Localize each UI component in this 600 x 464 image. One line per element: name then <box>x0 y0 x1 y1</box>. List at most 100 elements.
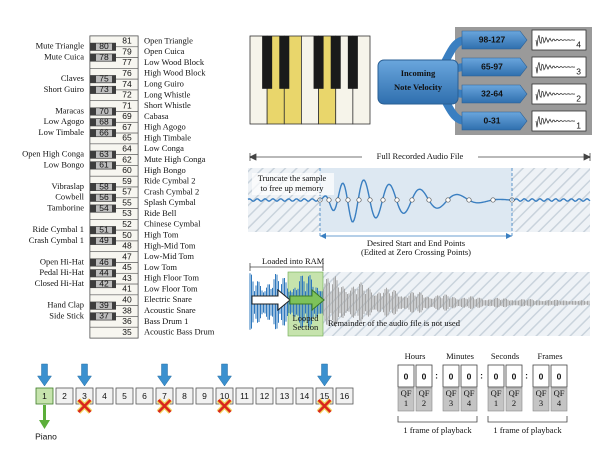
reject-mark <box>217 399 232 413</box>
digit-box <box>550 364 568 388</box>
white-key-number: 64 <box>122 144 132 154</box>
channel-number: 7 <box>162 391 167 401</box>
qf-box <box>397 387 415 412</box>
white-key-name: Mute High Conga <box>144 154 206 164</box>
sample-wave <box>535 35 576 47</box>
qf-number: 3 <box>449 398 453 408</box>
loop-arrow <box>289 288 325 312</box>
zero-crossing <box>426 197 432 203</box>
black-key-name: Pedal Hi-Hat <box>39 267 84 277</box>
black-key-plate <box>96 151 112 158</box>
black-key-plate <box>96 162 112 169</box>
velocity-range: 0-31 <box>483 115 500 125</box>
zero-crossing <box>356 197 362 203</box>
time-unit: Frames <box>537 351 562 361</box>
white-key-name: Electric Snare <box>144 294 192 304</box>
hatch-right <box>512 168 590 232</box>
channel-box <box>135 387 154 405</box>
zero-crossing <box>380 197 386 203</box>
sample-number: 3 <box>576 66 581 76</box>
qf-label: QF <box>491 388 502 398</box>
sample-number: 1 <box>576 120 581 130</box>
channel-number: 10 <box>220 391 230 401</box>
velocity-box <box>377 59 459 105</box>
sample-box <box>531 110 587 132</box>
frame-bracket <box>487 416 568 423</box>
qf-label: QF <box>509 388 520 398</box>
channel-box <box>55 387 74 405</box>
qf-box <box>487 387 505 412</box>
qf-box <box>415 387 433 412</box>
white-key-name: Low-Mid Tom <box>144 251 194 261</box>
white-key-number: 71 <box>122 100 132 110</box>
black-key-number: 58 <box>99 181 109 191</box>
white-key-number: 35 <box>122 327 132 337</box>
piano-arrow <box>39 405 50 429</box>
white-key-name: Acoustic Snare <box>144 305 196 315</box>
sample-box <box>531 83 587 105</box>
black-key-number: 70 <box>99 106 109 116</box>
black-key-plate <box>96 54 112 61</box>
black-key-name: Tamborine <box>47 203 84 213</box>
white-key-number: 40 <box>122 295 132 305</box>
channel-box <box>115 387 134 405</box>
black-key-number: 66 <box>99 127 109 137</box>
digit-box <box>487 364 505 388</box>
black-key-plate <box>96 205 112 212</box>
digit-box <box>460 364 478 388</box>
timecode-digit: 0 <box>557 371 562 381</box>
file-title: Full Recorded Audio File <box>377 151 464 161</box>
timecode-digit: 0 <box>539 371 544 381</box>
white-key-name: Short Whistle <box>144 100 191 110</box>
white-key-name: Cabasa <box>144 111 169 121</box>
white-key-name: Ride Cymbal 2 <box>144 176 195 186</box>
white-key-name: Long Whistle <box>144 89 191 99</box>
white-key-number: 72 <box>122 90 132 100</box>
black-key-plate <box>96 118 112 126</box>
white-key-name: High Timbale <box>144 132 191 142</box>
white-key-number: 52 <box>122 219 132 229</box>
black-key-name: Closed Hi-Hat <box>35 278 85 288</box>
title-bg <box>362 151 478 163</box>
black-key-plate <box>96 183 112 191</box>
white-key-name: Acoustic Bass Drum <box>144 327 215 337</box>
white-key-number: 50 <box>122 230 132 240</box>
black-key-name: Crash Cymbal 1 <box>29 235 84 245</box>
channel-box <box>95 387 114 405</box>
white-key-number: 69 <box>122 111 132 121</box>
qf-box <box>550 387 568 412</box>
channel-number: 3 <box>82 391 87 401</box>
black-key-number: 46 <box>99 257 109 267</box>
message-arrow <box>217 363 232 387</box>
piano-black-key <box>262 36 273 89</box>
unused-wave <box>323 276 590 327</box>
zero-crossing <box>394 197 400 203</box>
channel-number: 6 <box>142 391 147 401</box>
black-key-name: Short Guiro <box>44 84 84 94</box>
channel-number: 1 <box>42 391 47 401</box>
channel-number: 11 <box>240 391 249 401</box>
black-key-number: 44 <box>99 268 109 278</box>
sample-number: 4 <box>576 39 581 49</box>
velocity-title: Incoming <box>401 68 436 78</box>
qf-label: QF <box>401 388 412 398</box>
white-key-name: High Wood Block <box>144 68 206 78</box>
white-key-name: High Tom <box>144 229 179 239</box>
sample-wave <box>535 89 576 101</box>
channel-number: 15 <box>320 391 330 401</box>
black-key-number: 37 <box>99 311 109 321</box>
timecode-digit: 0 <box>404 371 409 381</box>
remainder-note: Remainder of the audio file is not used <box>328 318 461 328</box>
black-key-plate <box>96 302 112 309</box>
velocity-range: 65-97 <box>481 61 503 71</box>
qf-number: 4 <box>467 398 472 408</box>
channel-box <box>235 387 254 405</box>
range-box <box>461 57 528 77</box>
channel-number: 12 <box>260 391 270 401</box>
digit-box <box>397 364 415 388</box>
white-key-number: 81 <box>122 36 132 46</box>
black-key-number: 54 <box>99 203 109 213</box>
sample-box <box>531 29 587 51</box>
timecode-separator: : <box>525 370 528 380</box>
black-key-number: 49 <box>99 235 109 245</box>
